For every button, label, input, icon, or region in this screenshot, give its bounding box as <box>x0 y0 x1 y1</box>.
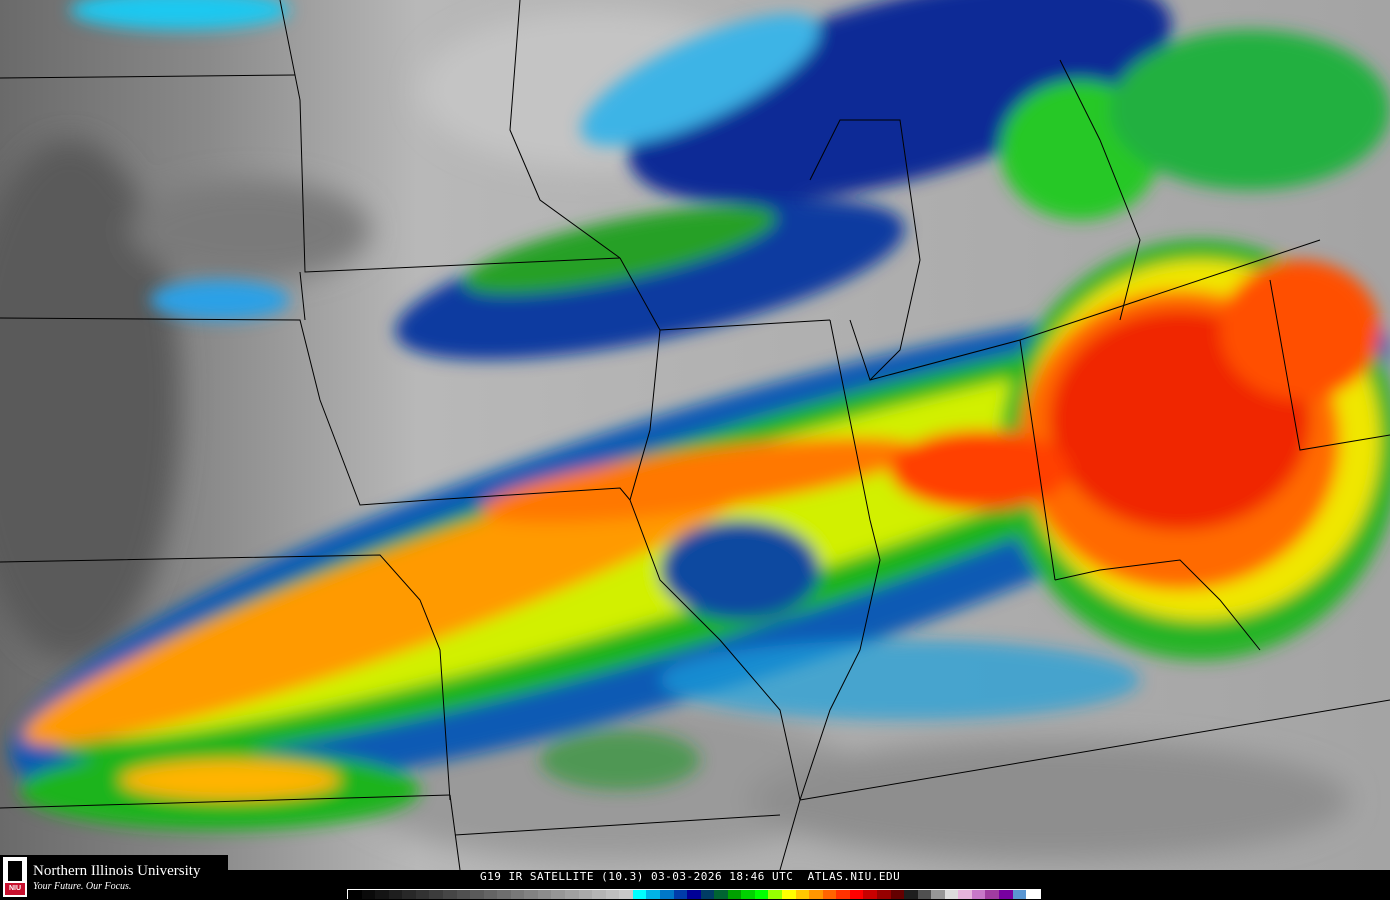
colorbar-swatch <box>619 890 633 899</box>
colorbar-swatch <box>456 890 471 899</box>
colorbar-swatch <box>822 890 837 899</box>
colorbar-swatch <box>375 890 389 899</box>
colorbar-swatch <box>795 890 810 899</box>
image-caption: G19 IR SATELLITE (10.3) 03-03-2026 18:46… <box>480 870 901 883</box>
colorbar-swatch <box>388 890 403 899</box>
colorbar-swatch <box>849 890 864 899</box>
state-borders <box>0 0 1390 870</box>
colorbar-swatch <box>809 890 823 899</box>
colorbar-swatch <box>1026 890 1040 899</box>
colorbar-swatch <box>1012 890 1027 899</box>
university-tagline: Your Future. Our Focus. <box>33 881 132 892</box>
satellite-ir-image <box>0 0 1390 870</box>
colorbar-swatch <box>687 890 701 899</box>
colorbar-swatch <box>999 890 1013 899</box>
colorbar-swatch <box>429 890 443 899</box>
colorbar-swatch <box>415 890 430 899</box>
colorbar-swatch <box>646 890 660 899</box>
colorbar-swatch <box>904 890 918 899</box>
colorbar-swatch <box>551 890 565 899</box>
colorbar-swatch <box>565 890 579 899</box>
colorbar-swatch <box>470 890 484 899</box>
colorbar-swatch <box>592 890 606 899</box>
colorbar-swatch <box>348 890 362 899</box>
colorbar-swatch <box>863 890 877 899</box>
colorbar-swatch <box>971 890 986 899</box>
colorbar-swatch <box>361 890 376 899</box>
temperature-colorbar <box>347 889 1041 899</box>
colorbar-swatch <box>985 890 999 899</box>
cloud-band <box>10 0 1390 830</box>
colorbar-swatch <box>890 890 905 899</box>
colorbar-swatch <box>714 890 728 899</box>
colorbar-swatch <box>700 890 715 899</box>
colorbar-swatch <box>605 890 620 899</box>
colorbar-swatch <box>402 890 416 899</box>
colorbar-swatch <box>442 890 457 899</box>
colorbar-swatch <box>768 890 782 899</box>
colorbar-swatch <box>836 890 850 899</box>
colorbar-swatch <box>673 890 688 899</box>
university-name: Northern Illinois University <box>33 863 201 879</box>
colorbar-swatch <box>741 890 755 899</box>
colorbar-swatch <box>782 890 796 899</box>
colorbar-swatch <box>578 890 593 899</box>
colorbar-swatch <box>958 890 972 899</box>
colorbar-swatch <box>917 890 932 899</box>
colorbar-swatch <box>944 890 959 899</box>
colorbar-swatch <box>483 890 498 899</box>
colorbar-swatch <box>497 890 511 899</box>
colorbar-swatch <box>632 890 647 899</box>
colorbar-swatch <box>931 890 945 899</box>
colorbar-swatch <box>524 890 538 899</box>
niu-seal-icon: NIU <box>3 857 27 897</box>
colorbar-swatch <box>537 890 552 899</box>
colorbar-swatch <box>876 890 891 899</box>
colorbar-swatch <box>510 890 525 899</box>
colorbar-swatch <box>659 890 674 899</box>
colorbar-swatch <box>754 890 769 899</box>
niu-logo: NIU Northern Illinois University Your Fu… <box>0 855 228 900</box>
colorbar-swatch <box>727 890 742 899</box>
